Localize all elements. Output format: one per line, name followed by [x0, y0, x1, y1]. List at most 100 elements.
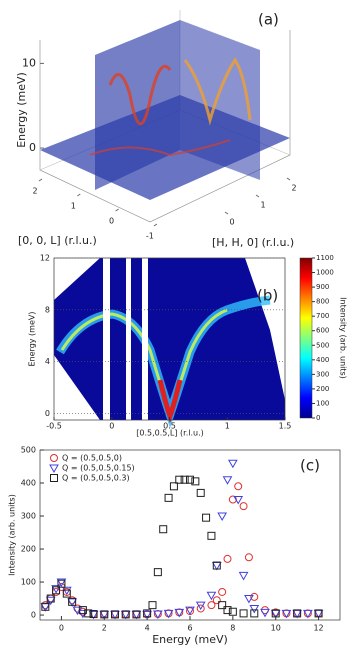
- marker: [62, 589, 71, 598]
- legend-label: Q = (0.5,0.5,0): [62, 454, 122, 463]
- colorbar-tick-label: 700: [316, 312, 329, 320]
- marker: [244, 595, 254, 604]
- marker: [196, 604, 205, 613]
- x-tick-label: 6: [187, 624, 192, 633]
- x-tick-label: 1: [225, 422, 230, 431]
- marker: [239, 609, 248, 618]
- z-tick-label: 0: [29, 141, 36, 154]
- x-tick-label: 0: [109, 217, 114, 226]
- marker: [228, 495, 237, 504]
- marker: [41, 601, 50, 610]
- marker: [148, 601, 157, 610]
- marker: [185, 606, 195, 616]
- y-tick-label: 0: [229, 218, 234, 227]
- marker: [233, 496, 244, 505]
- y-tick-label: 12: [40, 254, 50, 263]
- x-tick-label: 0: [109, 422, 114, 431]
- y-axis-label: Energy (meV): [28, 312, 37, 367]
- colorbar-tick-label: 200: [316, 385, 329, 393]
- colorbar-tick-label: 900: [316, 283, 329, 291]
- marker: [222, 476, 233, 485]
- marker: [164, 493, 173, 502]
- marker: [191, 477, 200, 486]
- tick-mark: [224, 211, 229, 215]
- marker: [218, 587, 227, 596]
- marker: [142, 610, 153, 620]
- x-tick-label: 1.5: [279, 422, 292, 431]
- marker: [293, 609, 302, 618]
- marker: [314, 609, 323, 618]
- x-tick-label: 2: [102, 624, 107, 633]
- legend-marker: [49, 464, 59, 474]
- x-tick-label: -0.5: [46, 422, 62, 431]
- x-tick-label: 8: [230, 624, 235, 633]
- marker: [207, 601, 216, 610]
- marker: [206, 591, 217, 601]
- y-tick-label: 1: [260, 201, 265, 210]
- colorbar-tick-label: 800: [316, 298, 329, 306]
- marker: [46, 594, 55, 603]
- marker: [207, 531, 216, 540]
- legend-label: Q = (0.5,0.5,0.3): [62, 474, 130, 483]
- legend-label: Q = (0.5,0.5,0.15): [62, 464, 135, 473]
- marker: [195, 601, 206, 611]
- y-tick-label: 300: [21, 512, 36, 521]
- x-tick-label: -1: [146, 232, 154, 241]
- marker: [174, 608, 185, 618]
- marker: [51, 585, 61, 594]
- marker: [217, 512, 228, 522]
- marker: [228, 607, 237, 616]
- colorbar-tick-label: 500: [316, 341, 329, 349]
- marker: [175, 475, 184, 484]
- marker: [169, 482, 178, 491]
- tick-mark: [38, 178, 43, 182]
- marker: [111, 610, 119, 619]
- marker: [250, 609, 259, 618]
- x-tick-label: 0.5: [163, 422, 176, 431]
- marker: [52, 586, 61, 595]
- colorbar-tick-label: 300: [316, 370, 329, 378]
- z-tick-label: 10: [22, 56, 36, 69]
- panel-label: (b): [257, 287, 278, 305]
- x-tick-label: 0: [59, 624, 64, 633]
- marker: [223, 554, 232, 563]
- x-axis-label: [0.5,0.5,L] (r.l.u.): [136, 429, 204, 438]
- tick-mark: [153, 223, 158, 227]
- tick-mark: [255, 194, 260, 198]
- x-tick-label: 1: [71, 202, 76, 211]
- tick-mark: [115, 208, 119, 212]
- colorbar-tick-label: 100: [316, 399, 329, 407]
- marker: [249, 604, 260, 614]
- x-axis-label: [0, 0, L] (r.l.u.): [18, 234, 97, 247]
- marker: [212, 596, 221, 605]
- panel-label: (a): [258, 11, 279, 29]
- colorbar-tick-label: 400: [316, 356, 329, 364]
- tick-mark: [286, 177, 291, 181]
- marker: [100, 610, 109, 619]
- marker: [218, 601, 227, 610]
- colorbar-label: Intensity (arb. units): [339, 297, 348, 379]
- marker: [84, 609, 93, 618]
- colorbar-tick-label: 0: [316, 414, 320, 422]
- marker: [89, 610, 98, 619]
- panel-a-art: [39, 10, 291, 223]
- y-tick-label: 0: [45, 409, 50, 418]
- y-axis-label: [H, H, 0] (r.l.u.): [212, 236, 294, 249]
- marker: [152, 610, 163, 620]
- y-tick-label: 400: [21, 479, 36, 488]
- z-axis-label: Energy (meV): [15, 72, 28, 148]
- marker: [211, 562, 222, 571]
- colorbar-tick-label: 1100: [316, 254, 334, 262]
- marker: [61, 586, 72, 596]
- y-tick-label: 200: [21, 545, 36, 554]
- panel-label: (c): [300, 457, 320, 475]
- marker: [260, 608, 270, 618]
- marker: [46, 594, 55, 603]
- marker: [238, 571, 249, 581]
- marker: [180, 475, 189, 484]
- marker: [68, 596, 77, 605]
- marker: [159, 525, 168, 534]
- marker: [57, 579, 66, 588]
- marker: [202, 513, 211, 522]
